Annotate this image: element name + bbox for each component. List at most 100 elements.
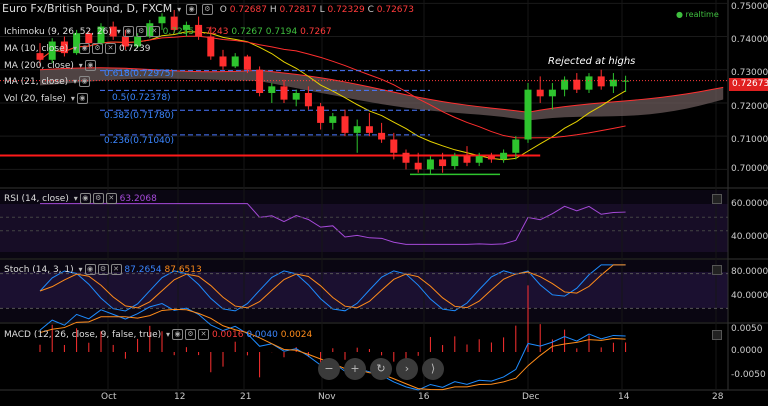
candle-body [280, 86, 288, 100]
panel-controls[interactable] [708, 193, 722, 206]
panel-controls[interactable] [708, 264, 722, 277]
settings-icon[interactable]: ⚙ [92, 43, 104, 54]
settings-icon[interactable]: ⚙ [92, 193, 104, 204]
settings-icon[interactable]: ⚙ [97, 264, 109, 275]
candle-body [561, 79, 569, 90]
close-icon[interactable]: ✕ [198, 329, 210, 340]
oscillator-lines [0, 203, 728, 391]
candle-body [439, 159, 447, 167]
candle-body [243, 56, 251, 70]
scroll-end-button[interactable]: ⟩ [422, 358, 444, 380]
symbol-title[interactable]: Euro Fx/British Pound, D, FXCM [2, 2, 173, 15]
panel-controls[interactable] [708, 329, 722, 342]
eye-icon[interactable]: ◉ [84, 264, 96, 275]
grid-lines [0, 0, 728, 390]
eye-icon[interactable]: ◉ [122, 26, 134, 37]
legend-ma21[interactable]: MA (21, close) ▾ ◉ [4, 75, 91, 89]
candle-body [585, 76, 593, 90]
chevron-down-icon[interactable]: ▾ [78, 61, 83, 70]
maximize-icon[interactable] [712, 193, 722, 204]
chevron-down-icon[interactable]: ▾ [73, 44, 78, 53]
maximize-icon[interactable] [712, 264, 722, 275]
reset-button[interactable]: ↻ [370, 358, 392, 380]
fib-label-0618: 0.618(0.72975) [104, 69, 175, 79]
candle-body [426, 159, 434, 170]
maximize-icon[interactable] [712, 329, 722, 340]
eye-icon[interactable]: ◉ [186, 4, 198, 15]
time-label: 28 [712, 392, 724, 402]
eye-icon[interactable]: ◉ [79, 193, 91, 204]
chevron-down-icon[interactable]: ▾ [70, 94, 75, 103]
legend-rsi[interactable]: RSI (14, close) ▾ ◉ ⚙ ✕ 63.2068 [4, 193, 157, 204]
stoch-tick: 40.0000 [731, 291, 768, 301]
close-icon[interactable]: ✕ [105, 43, 117, 54]
last-price-marker: 0.72673 [729, 78, 768, 91]
rsi-band [0, 204, 728, 252]
eye-icon[interactable]: ◉ [79, 76, 91, 87]
time-label: Nov [318, 392, 336, 402]
chevron-down-icon[interactable]: ▾ [73, 77, 78, 86]
close-icon[interactable]: ✕ [148, 26, 160, 37]
candle-body [158, 16, 166, 24]
settings-icon[interactable]: ⚙ [185, 329, 197, 340]
candle-body [573, 79, 581, 90]
candle-body [329, 116, 337, 123]
time-label: 21 [240, 392, 252, 402]
chevron-down-icon[interactable]: ▾ [166, 330, 171, 339]
scroll-right-button[interactable]: › [396, 358, 418, 380]
candle-body [512, 139, 520, 153]
close-icon[interactable]: ✕ [110, 264, 122, 275]
close-icon[interactable]: ✕ [105, 193, 117, 204]
legend-stoch[interactable]: Stoch (14, 3, 1) ▾ ◉ ⚙ ✕ 87.2654 87.6513 [4, 264, 202, 275]
legend-ma200[interactable]: MA (200, close) ▾ ◉ [4, 59, 96, 73]
zoom-in-button[interactable]: + [344, 358, 366, 380]
annotation-text[interactable]: Rejected at highs [548, 56, 636, 67]
stoch-band [0, 272, 728, 308]
chevron-down-icon[interactable]: ▾ [73, 194, 78, 203]
candle-body [292, 93, 300, 100]
chevron-down-icon[interactable]: ▾ [78, 265, 83, 274]
candle-body [524, 89, 532, 140]
legend-ichimoku[interactable]: Ichimoku (9, 26, 52, 26) ▾ ◉ ⚙ ✕ 0.7235 0.7… [4, 26, 332, 37]
rsi-tick: 40.0000 [731, 232, 768, 242]
price-tick: 0.72000 [731, 102, 768, 112]
candlesticks [0, 9, 728, 175]
legend-macd[interactable]: MACD (12, 26, close, 9, false, true) ▾ ◉ ⚙… [4, 329, 313, 340]
fib-label-0382: 0.382(0.71780) [104, 111, 175, 121]
macd-panel[interactable] [0, 324, 728, 389]
candle-body [378, 132, 386, 140]
candle-body [207, 36, 215, 57]
zoom-out-button[interactable]: − [318, 358, 340, 380]
candle-body [304, 93, 312, 107]
candle-body [121, 36, 129, 47]
ichimoku-cloud [39, 67, 724, 121]
cloud-area [40, 67, 724, 121]
low-value: 0.72329 [327, 5, 365, 15]
settings-icon[interactable]: ⚙ [201, 4, 213, 15]
fib-label-05: 0.5(0.72378) [112, 93, 171, 103]
candle-body [182, 24, 190, 30]
eye-icon[interactable]: ◉ [84, 60, 96, 71]
candle-body [341, 116, 349, 133]
legend-ma10[interactable]: MA (10, close) ▾ ◉ ⚙ ✕ 0.7239 [4, 43, 151, 54]
candle-body [134, 36, 142, 47]
price-tick: 0.70000 [731, 164, 768, 174]
candle-body [548, 89, 556, 97]
eye-icon[interactable]: ◉ [172, 329, 184, 340]
candle-body [536, 89, 544, 97]
settings-icon[interactable]: ⚙ [135, 26, 147, 37]
chart-header: Euro Fx/British Pound, D, FXCM ▾ ◉ ⚙ O 0… [2, 2, 414, 15]
candle-body [487, 156, 495, 160]
eye-icon[interactable]: ◉ [76, 93, 88, 104]
chevron-down-icon[interactable]: ▾ [177, 5, 182, 14]
legend-volume[interactable]: Vol (20, false) ▾ ◉ [4, 92, 88, 106]
candle-body [317, 106, 325, 123]
open-value: 0.72687 [229, 5, 267, 15]
chevron-down-icon[interactable]: ▾ [116, 27, 121, 36]
candle-body [609, 79, 617, 87]
candle-body [475, 156, 483, 163]
stoch-tick: 80.0000 [731, 267, 768, 277]
eye-icon[interactable]: ◉ [79, 43, 91, 54]
price-tick: 0.71000 [731, 135, 768, 145]
